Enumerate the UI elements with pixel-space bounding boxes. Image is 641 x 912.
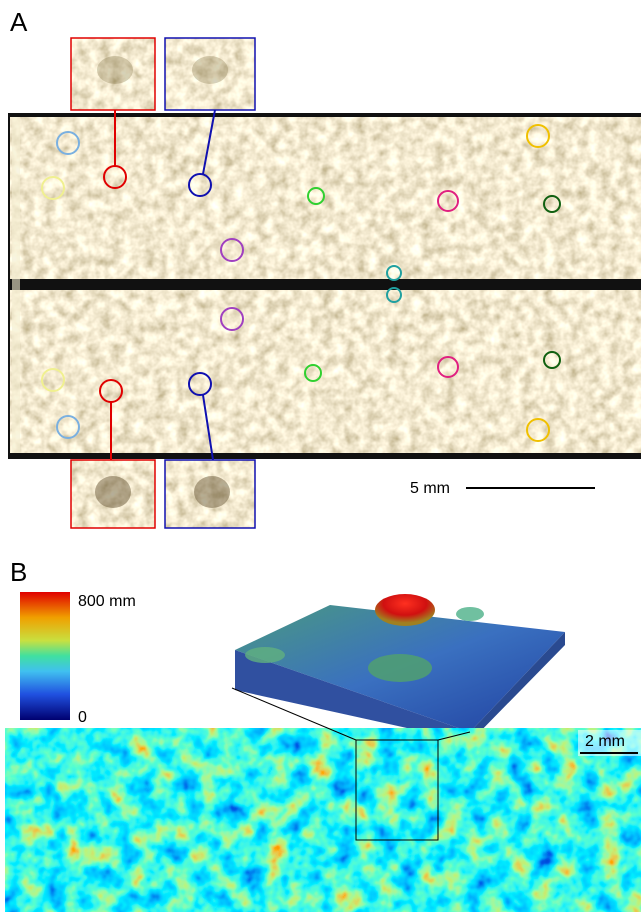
sample-strip xyxy=(10,290,641,453)
surface-plot xyxy=(235,594,565,742)
height-map xyxy=(5,728,641,912)
colorbar-max-label: 800 mm xyxy=(78,593,136,610)
colorbar-min-label: 0 xyxy=(78,709,87,726)
colorbar xyxy=(20,592,70,720)
panel-label: B xyxy=(10,557,27,587)
figure: A 5 mm B 800 mm 0 xyxy=(0,0,641,912)
panel-label: A xyxy=(10,7,28,37)
strip-edge xyxy=(12,117,20,453)
scale-label: 5 mm xyxy=(410,480,450,497)
scale-label: 2 mm xyxy=(585,733,625,750)
